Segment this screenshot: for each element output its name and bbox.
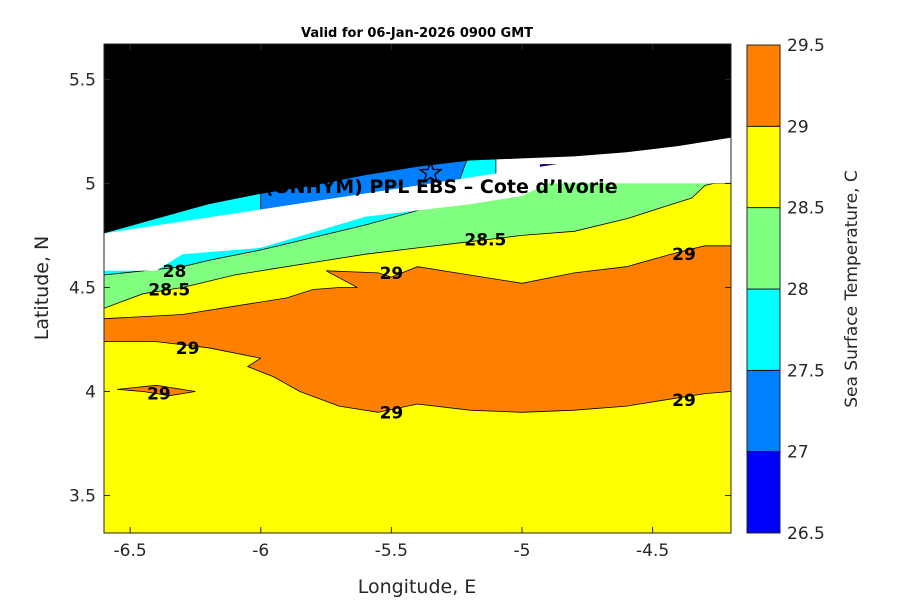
contour-label: 28.5 bbox=[464, 231, 506, 251]
contour-label: 29 bbox=[672, 245, 696, 265]
colorbar-segment bbox=[746, 451, 781, 534]
colorbar-tick-label: 28 bbox=[787, 280, 809, 300]
x-tick-label: -5.5 bbox=[375, 541, 408, 561]
site-marker-star-icon bbox=[418, 159, 443, 184]
colorbar-segment bbox=[746, 369, 781, 452]
colorbar-segment bbox=[746, 44, 781, 127]
no-data-area bbox=[104, 137, 731, 271]
contour-label: 29 bbox=[672, 391, 696, 411]
colorbar-tick-label: 29 bbox=[787, 117, 809, 137]
chart-title: Valid for 06-Jan-2026 0900 GMT bbox=[301, 26, 533, 41]
y-tick-label: 5.5 bbox=[69, 70, 96, 90]
contour-region bbox=[117, 384, 196, 397]
site-annotation: A (ONHYM) PPL EBS – Cote d’Ivorie bbox=[244, 176, 618, 198]
colorbar-tick-label: 26.5 bbox=[787, 524, 825, 544]
colorbar-tick-label: 29.5 bbox=[787, 36, 825, 56]
x-axis: -6.5 -6 -5.5 -5 -4.5 bbox=[114, 44, 669, 561]
contour-label: 29 bbox=[176, 339, 200, 359]
x-tick-label: -4.5 bbox=[636, 541, 669, 561]
y-axis-label: Latitude, N bbox=[31, 236, 53, 341]
contour-label: 28 bbox=[163, 262, 187, 282]
contour-region bbox=[104, 245, 731, 413]
y-tick-label: 3.5 bbox=[69, 487, 96, 507]
y-tick-label: 4 bbox=[85, 383, 96, 403]
colorbar-label: Sea Surface Temperature, C bbox=[842, 170, 862, 408]
colorbar-segment bbox=[746, 207, 781, 290]
colorbar-segment bbox=[746, 288, 781, 371]
contour-label: 29 bbox=[147, 385, 171, 405]
contour-label: 29 bbox=[380, 403, 404, 423]
y-tick-label: 4.5 bbox=[69, 278, 96, 298]
y-axis: 3.5 4 4.5 5 5.5 bbox=[69, 70, 731, 507]
x-tick-label: -6 bbox=[252, 541, 269, 561]
filled-contour-regions bbox=[104, 44, 731, 533]
x-tick-label: -5 bbox=[514, 541, 531, 561]
x-tick-label: -6.5 bbox=[114, 541, 147, 561]
plot-frame bbox=[103, 43, 732, 534]
colorbar: 26.5 27 27.5 28 28.5 29 29.5 bbox=[746, 36, 825, 544]
contour-label: 28.5 bbox=[148, 281, 190, 301]
colorbar-tick-label: 27.5 bbox=[787, 361, 825, 381]
land-mask bbox=[104, 44, 731, 234]
colorbar-segment bbox=[746, 125, 781, 209]
colorbar-tick-label: 28.5 bbox=[787, 199, 825, 219]
contour-label: 29 bbox=[380, 264, 404, 284]
annotation-layer: A (ONHYM) PPL EBS – Cote d’Ivorie bbox=[244, 159, 618, 198]
y-tick-label: 5 bbox=[85, 174, 96, 194]
x-axis-label: Longitude, E bbox=[358, 576, 477, 598]
colorbar-tick-label: 27 bbox=[787, 443, 809, 463]
